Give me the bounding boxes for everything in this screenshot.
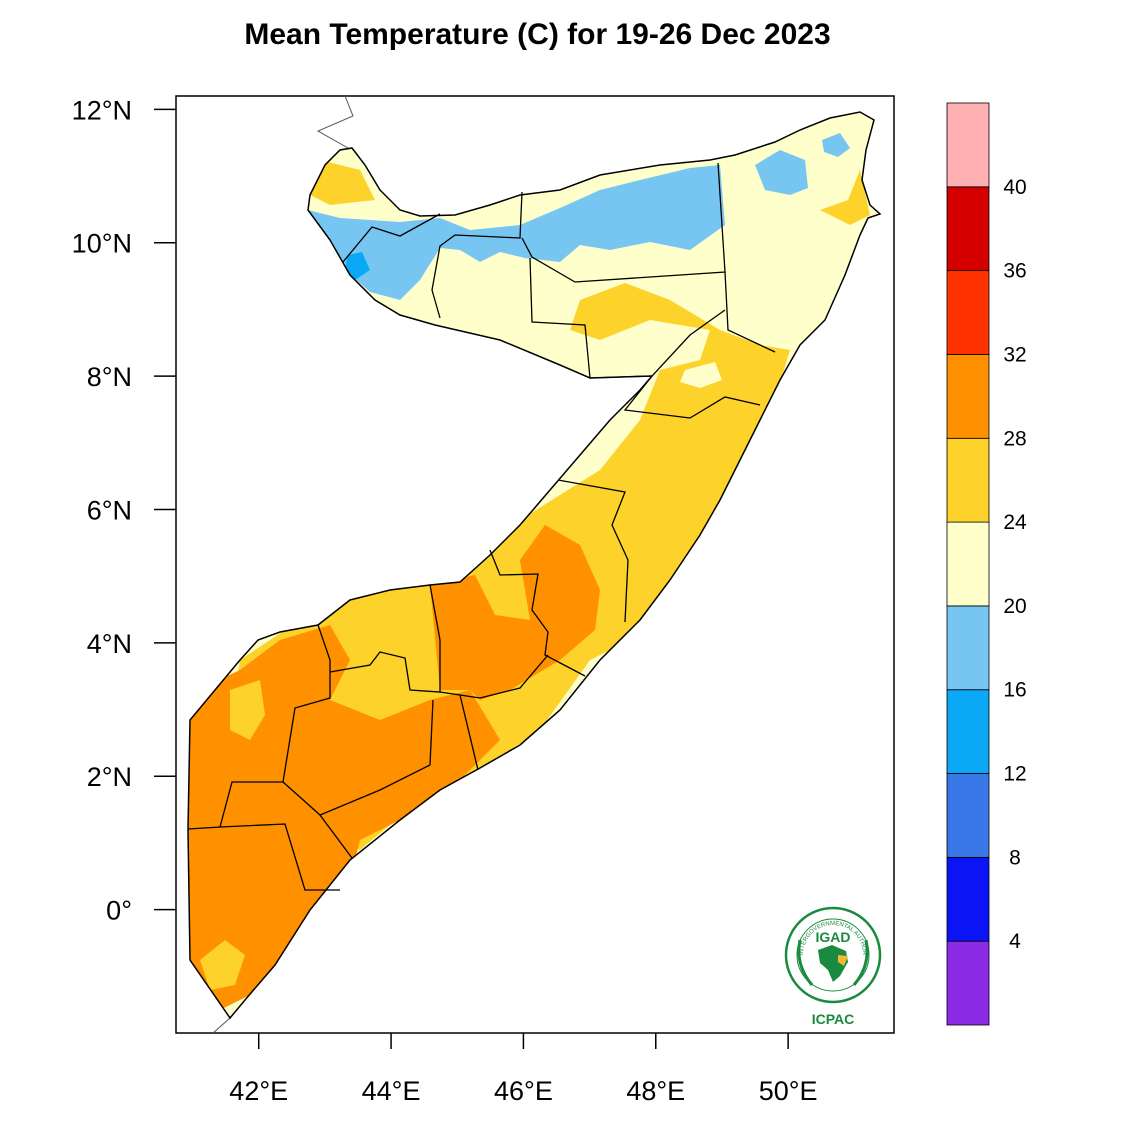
x-tick-label: 42°E [229, 1076, 288, 1106]
region-border [329, 584, 441, 693]
region-border [529, 257, 653, 379]
field-band-warm [820, 170, 870, 225]
y-axis: 12°N 10°N 8°N 6°N 4°N 2°N 0° [72, 95, 176, 926]
colorbar-swatch [946, 605, 990, 691]
y-tick-label: 2°N [87, 762, 132, 792]
field-band-warm [310, 160, 375, 205]
colorbar-swatch [946, 773, 990, 858]
region-border [557, 479, 629, 623]
laurel-right-icon [852, 939, 869, 986]
colorbar-swatch [946, 270, 990, 355]
colorbar: 4 8 12 16 20 24 28 32 36 40 [946, 102, 1027, 1026]
field-band-cool [680, 362, 722, 388]
x-tick-label: 46°E [494, 1076, 553, 1106]
region-border [724, 271, 776, 353]
region-border [489, 549, 586, 677]
colorbar-swatch [946, 354, 990, 439]
region-border [342, 213, 441, 263]
y-tick-label: 0° [106, 896, 132, 926]
colorbar-label: 4 [1009, 930, 1021, 953]
x-tick-label: 44°E [362, 1076, 421, 1106]
africa-icon [818, 945, 848, 982]
somalia-border [187, 111, 882, 1020]
region-border [282, 781, 321, 816]
region-border [318, 699, 434, 859]
y-tick-label: 10°N [72, 229, 132, 259]
neighbor-border [316, 95, 354, 149]
field-band-cold [755, 150, 808, 195]
colorbar-label: 20 [1003, 595, 1026, 618]
x-axis: 42°E 44°E 46°E 48°E 50°E [229, 1033, 818, 1106]
horn-icon [838, 955, 848, 966]
region-border [219, 823, 340, 891]
neighbor-border [212, 1017, 231, 1034]
region-border [187, 624, 331, 830]
colorbar-label: 24 [1003, 511, 1027, 534]
chart-title: Mean Temperature (C) for 19-26 Dec 2023 [244, 18, 831, 51]
colorbar-swatch [946, 689, 990, 774]
y-tick-label: 12°N [72, 95, 132, 125]
y-tick-label: 6°N [87, 495, 132, 525]
colorbar-swatch [946, 521, 990, 607]
colorbar-swatch [946, 437, 990, 523]
x-tick-label: 50°E [759, 1076, 818, 1106]
field-band-hot [430, 525, 600, 700]
field-band-cold [822, 133, 850, 157]
logo-org: ICPAC [812, 1011, 855, 1027]
colorbar-label: 8 [1009, 846, 1021, 869]
logo-acronym: IGAD [816, 929, 851, 945]
colorbar-label: 16 [1003, 679, 1026, 702]
colorbar-label: 32 [1003, 343, 1026, 366]
y-tick-label: 8°N [87, 362, 132, 392]
region-border [431, 191, 523, 319]
field-band-cold [345, 252, 370, 280]
colorbar-label: 12 [1003, 763, 1026, 786]
colorbar-swatch [946, 102, 990, 188]
colorbar-swatch [946, 940, 990, 1026]
laurel-left-icon [797, 939, 814, 986]
field-band-warm [230, 283, 790, 850]
y-tick-label: 4°N [87, 629, 132, 659]
region-borders [187, 162, 776, 891]
field-band-cold [308, 165, 725, 300]
region-border [459, 694, 479, 771]
colorbar-label: 40 [1003, 176, 1026, 199]
x-tick-label: 48°E [626, 1076, 685, 1106]
field-band-warm [200, 940, 245, 990]
colorbar-swatch [946, 856, 990, 942]
field-band-warm [230, 680, 265, 740]
colorbar-label: 36 [1003, 260, 1026, 283]
region-border [623, 309, 761, 419]
region-border [521, 162, 726, 283]
logo-inner-ring [796, 918, 870, 992]
colorbar-label: 28 [1003, 427, 1026, 450]
colorbar-swatch [946, 186, 990, 272]
